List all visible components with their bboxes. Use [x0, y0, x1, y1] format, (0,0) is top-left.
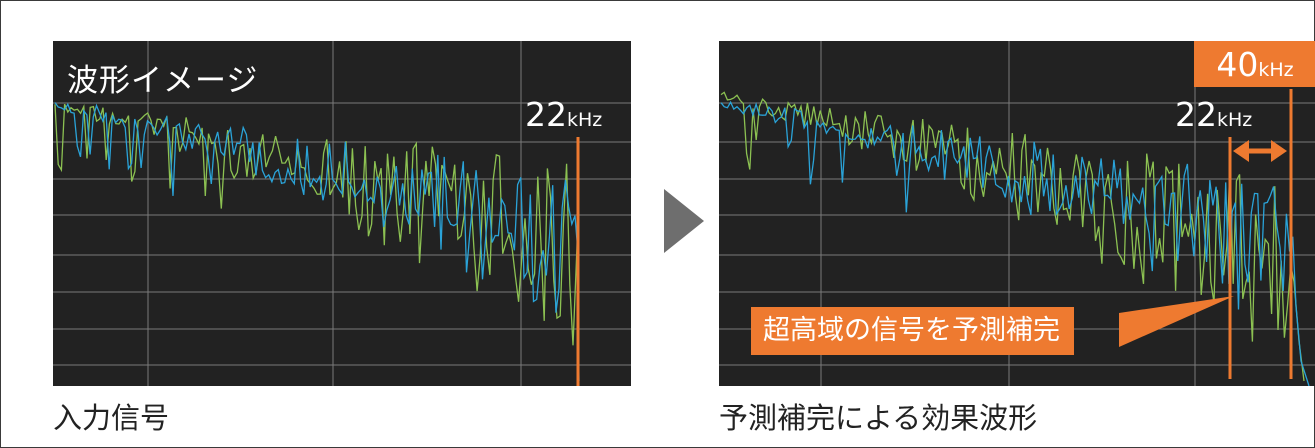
cutoff-unit: kHz: [567, 109, 603, 131]
effect-waveform-caption: 予測補完による効果波形: [719, 401, 1038, 435]
waveform-line: [720, 100, 1310, 386]
waveform-line: [54, 103, 579, 346]
complemented-waveform-panel: 40kHz 22kHz 超高域の信号を予測補完: [719, 41, 1315, 386]
input-waveform-panel: 波形イメージ 22kHz: [53, 41, 631, 386]
input-signal-caption: 入力信号: [53, 401, 170, 435]
prediction-callout: 超高域の信号を予測補完: [751, 307, 1074, 355]
extended-value: 40: [1216, 45, 1259, 84]
cutoff-unit: kHz: [1217, 109, 1253, 131]
cutoff-value: 22: [525, 95, 567, 134]
panel-title: 波形イメージ: [67, 63, 259, 99]
cutoff-22khz-label: 22kHz: [525, 95, 602, 134]
input-waveform-plot: [53, 41, 631, 386]
extended-40khz-badge: 40kHz: [1194, 41, 1315, 87]
triangle-right-icon: [664, 189, 704, 253]
callout-pointer: [1119, 296, 1234, 347]
arrow-head-right: [1271, 140, 1287, 162]
cutoff-22khz-label: 22kHz: [1175, 95, 1252, 134]
waveform-line: [54, 102, 580, 382]
arrow-head-left: [1233, 140, 1249, 162]
double-headed-arrow-icon: [1233, 140, 1287, 162]
extended-unit: kHz: [1258, 59, 1294, 81]
cutoff-value: 22: [1175, 95, 1217, 134]
